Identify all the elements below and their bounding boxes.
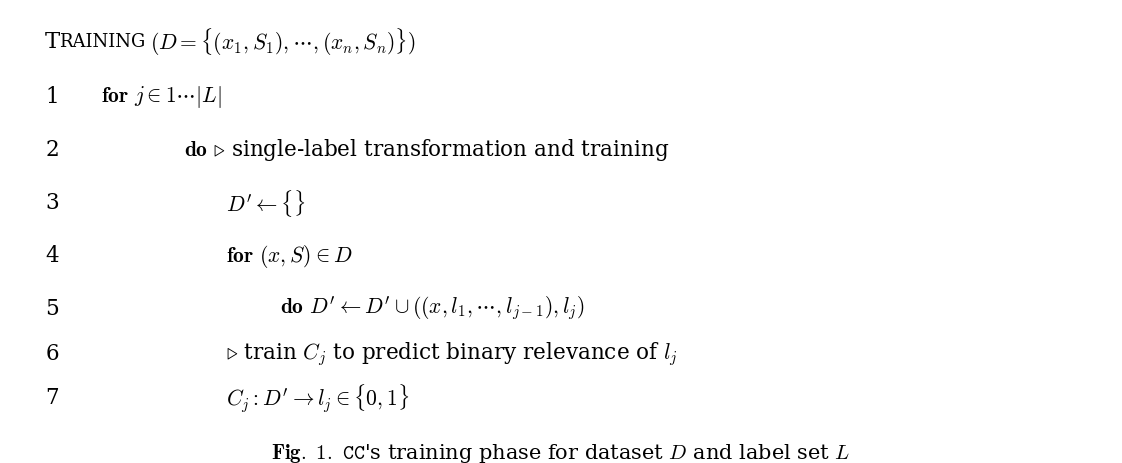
Text: $\mathbf{Fig.\ 1.}$ $\mathtt{CC}$'s training phase for dataset $D$ and label set: $\mathbf{Fig.\ 1.}$ $\mathtt{CC}$'s trai… [272,442,850,463]
Text: RAINING: RAINING [58,33,145,51]
Text: $\mathbf{for}$ $(x, S) \in D$: $\mathbf{for}$ $(x, S) \in D$ [226,243,352,269]
Text: $\mathcal{}$: $\mathcal{}$ [45,31,47,53]
Text: $\mathbf{do}$ $D' \leftarrow D' \cup ((x, l_1, \cdots, l_{j-1}), l_j)$: $\mathbf{do}$ $D' \leftarrow D' \cup ((x… [279,295,585,323]
Text: 6: 6 [45,343,58,365]
Text: $\mathbf{do}$ $\triangleright$ single-label transformation and training: $\mathbf{do}$ $\triangleright$ single-la… [184,137,669,163]
Text: 3: 3 [45,192,59,214]
Text: 1: 1 [45,86,58,108]
Text: 5: 5 [45,298,59,320]
Text: 7: 7 [45,388,58,409]
Text: $D' \leftarrow \{\}$: $D' \leftarrow \{\}$ [226,188,305,219]
Text: 4: 4 [45,245,58,267]
Text: $\triangleright$ train $C_j$ to predict binary relevance of $l_j$: $\triangleright$ train $C_j$ to predict … [226,340,678,368]
Text: $(D = \{(x_1, S_1), \cdots, (x_n, S_n)\})$: $(D = \{(x_1, S_1), \cdots, (x_n, S_n)\}… [150,26,416,58]
Text: T: T [45,31,61,53]
Text: 2: 2 [45,139,59,161]
Text: $C_j : D' \rightarrow l_j \in \{0, 1\}$: $C_j : D' \rightarrow l_j \in \{0, 1\}$ [226,382,410,415]
Text: $\mathbf{for}$ $j \in 1 \cdots |L|$: $\mathbf{for}$ $j \in 1 \cdots |L|$ [101,84,222,110]
